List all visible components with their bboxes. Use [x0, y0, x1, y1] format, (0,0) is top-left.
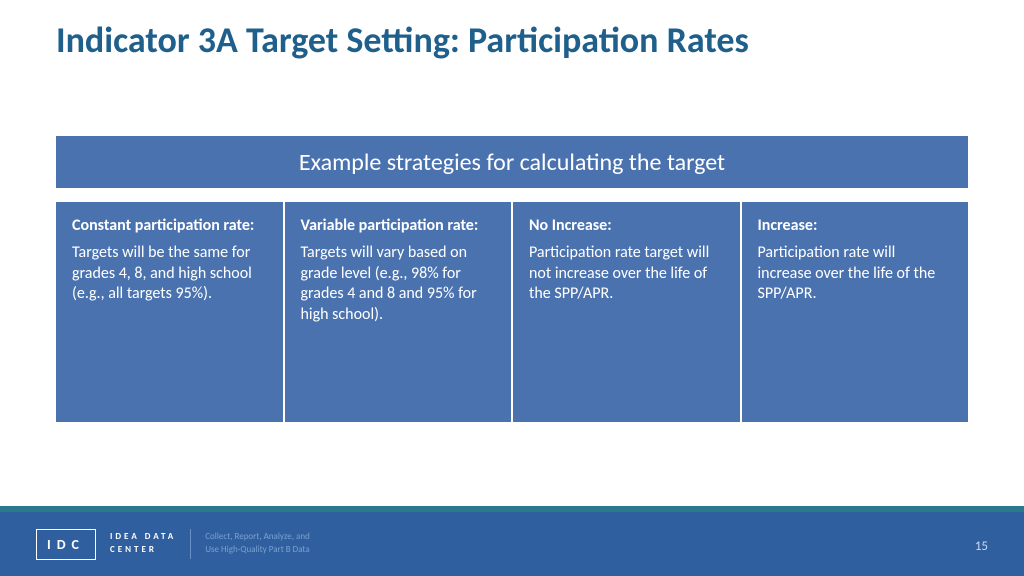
- footer-bar: IDC IDEA DATA CENTER Collect, Report, An…: [0, 512, 1024, 576]
- card-variable-rate: Variable participation rate: Targets wil…: [285, 202, 512, 422]
- page-number: 15: [975, 539, 988, 554]
- card-body: Targets will vary based on grade level (…: [301, 243, 496, 326]
- card-title: Constant participation rate:: [72, 216, 267, 237]
- card-no-increase: No Increase: Participation rate target w…: [513, 202, 740, 422]
- card-increase: Increase: Participation rate will increa…: [742, 202, 969, 422]
- logo-abbr: IDC: [47, 536, 85, 553]
- tagline-line2: Use High-Quality Part B Data: [205, 544, 310, 557]
- card-title: No Increase:: [529, 216, 724, 237]
- card-constant-rate: Constant participation rate: Targets wil…: [56, 202, 283, 422]
- logo-full: IDEA DATA CENTER: [110, 531, 176, 556]
- logo-full-line2: CENTER: [110, 544, 176, 557]
- page-title: Indicator 3A Target Setting: Participati…: [56, 20, 936, 61]
- strategy-cards: Constant participation rate: Targets wil…: [56, 202, 968, 422]
- logo-abbr-box: IDC: [36, 529, 96, 560]
- tagline-line1: Collect, Report, Analyze, and: [205, 531, 310, 544]
- footer-divider: [190, 529, 191, 559]
- logo-full-line1: IDEA DATA: [110, 531, 176, 544]
- card-body: Participation rate target will not incre…: [529, 243, 724, 305]
- card-title: Variable participation rate:: [301, 216, 496, 237]
- banner-text: Example strategies for calculating the t…: [299, 148, 725, 177]
- strategies-banner: Example strategies for calculating the t…: [56, 136, 968, 188]
- footer-tagline: Collect, Report, Analyze, and Use High-Q…: [205, 531, 310, 556]
- card-body: Targets will be the same for grades 4, 8…: [72, 243, 267, 305]
- card-title: Increase:: [758, 216, 953, 237]
- card-body: Participation rate will increase over th…: [758, 243, 953, 305]
- slide: Indicator 3A Target Setting: Participati…: [0, 0, 1024, 576]
